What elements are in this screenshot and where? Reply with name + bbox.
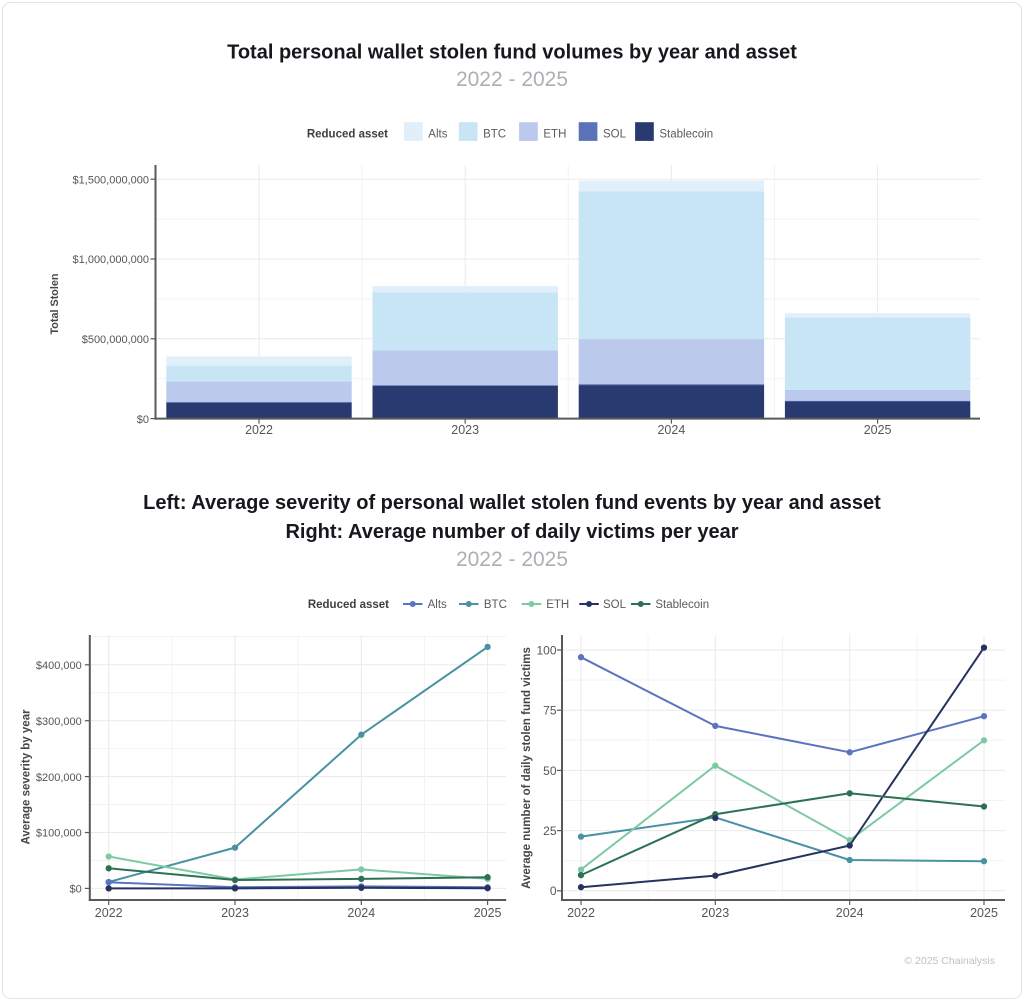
svg-text:2023: 2023 [451, 423, 479, 437]
svg-text:Left: Average severity of pers: Left: Average severity of personal walle… [143, 492, 881, 514]
svg-text:2024: 2024 [836, 906, 864, 920]
svg-text:75: 75 [543, 704, 557, 718]
svg-text:25: 25 [543, 824, 557, 838]
svg-text:Total Stolen: Total Stolen [49, 274, 61, 335]
svg-text:BTC: BTC [484, 599, 507, 611]
svg-text:SOL: SOL [603, 599, 627, 611]
svg-text:$100,000: $100,000 [36, 828, 82, 840]
svg-text:2022: 2022 [95, 906, 123, 920]
svg-text:$500,000,000: $500,000,000 [82, 334, 149, 346]
svg-text:$1,500,000,000: $1,500,000,000 [73, 174, 149, 186]
svg-text:Reduced asset: Reduced asset [307, 129, 388, 141]
svg-text:100: 100 [536, 643, 556, 657]
svg-text:2025: 2025 [474, 906, 502, 920]
svg-text:Total personal wallet stolen f: Total personal wallet stolen fund volume… [227, 42, 797, 64]
svg-text:Reduced asset: Reduced asset [308, 599, 389, 611]
svg-text:50: 50 [543, 764, 557, 778]
svg-text:2024: 2024 [657, 423, 685, 437]
svg-text:BTC: BTC [483, 129, 506, 141]
svg-text:2022: 2022 [245, 423, 273, 437]
svg-text:© 2025 Chainalysis: © 2025 Chainalysis [904, 955, 995, 967]
svg-text:$0: $0 [70, 884, 82, 896]
svg-text:Stablecoin: Stablecoin [659, 129, 713, 141]
svg-text:Stablecoin: Stablecoin [655, 599, 709, 611]
svg-text:Average number of daily stolen: Average number of daily stolen fund vict… [521, 647, 533, 889]
svg-text:Alts: Alts [428, 599, 447, 611]
svg-text:SOL: SOL [603, 129, 627, 141]
svg-text:2022 - 2025: 2022 - 2025 [456, 548, 568, 571]
svg-text:Right: Average number of daily: Right: Average number of daily victims p… [285, 521, 738, 543]
svg-text:2025: 2025 [864, 423, 892, 437]
svg-text:Alts: Alts [428, 129, 447, 141]
svg-text:2025: 2025 [970, 906, 998, 920]
svg-text:$400,000: $400,000 [36, 660, 82, 672]
svg-text:2022: 2022 [567, 906, 595, 920]
svg-text:ETH: ETH [543, 129, 566, 141]
svg-text:2024: 2024 [347, 906, 375, 920]
svg-text:2023: 2023 [701, 906, 729, 920]
svg-text:2022 - 2025: 2022 - 2025 [456, 68, 568, 91]
svg-text:$1,000,000,000: $1,000,000,000 [73, 254, 149, 266]
svg-text:$200,000: $200,000 [36, 772, 82, 784]
svg-text:$0: $0 [137, 414, 149, 426]
svg-text:Average severity by year: Average severity by year [21, 709, 33, 845]
svg-text:0: 0 [550, 884, 557, 898]
svg-text:2023: 2023 [221, 906, 249, 920]
svg-text:ETH: ETH [546, 599, 569, 611]
svg-text:$300,000: $300,000 [36, 716, 82, 728]
